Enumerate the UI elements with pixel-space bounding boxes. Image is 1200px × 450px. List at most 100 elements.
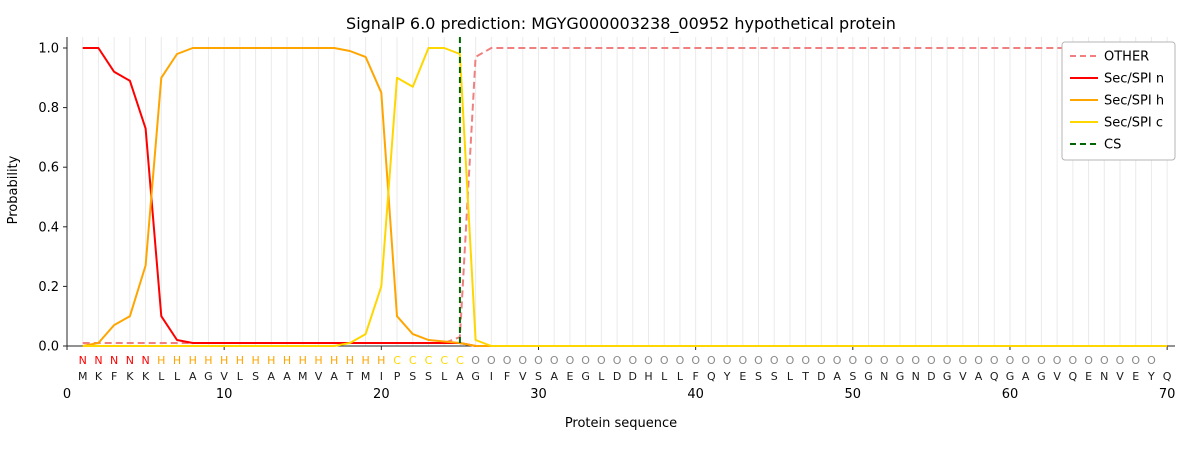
x-tick-label: 10: [216, 387, 233, 402]
residue-letter: S: [771, 370, 778, 383]
region-label: O: [801, 354, 810, 367]
region-label: O: [723, 354, 732, 367]
region-label: O: [770, 354, 779, 367]
legend-label: CS: [1104, 138, 1121, 153]
residue-letter: N: [880, 370, 888, 383]
x-tick-label: 30: [530, 387, 547, 402]
x-tick-label: 70: [1159, 387, 1176, 402]
residue-letter: Q: [707, 370, 716, 383]
region-label: O: [660, 354, 669, 367]
residue-letter: Y: [723, 370, 731, 383]
legend-label: Sec/SPI n: [1104, 72, 1164, 87]
region-label: H: [330, 354, 338, 367]
residue-letter: N: [1100, 370, 1108, 383]
region-label: O: [613, 354, 622, 367]
y-tick-label: 0.8: [38, 101, 59, 116]
residue-letter: L: [237, 370, 244, 383]
residue-letter: A: [330, 370, 338, 383]
residue-letter: Y: [1147, 370, 1155, 383]
region-label: O: [911, 354, 920, 367]
region-label: H: [204, 354, 212, 367]
region-label: O: [487, 354, 496, 367]
region-label: H: [189, 354, 197, 367]
region-label: H: [251, 354, 259, 367]
series-line-sec-spi-c: [82, 47, 1168, 347]
region-label: H: [346, 354, 354, 367]
residue-letter: A: [189, 370, 197, 383]
residue-letter: G: [1006, 370, 1015, 383]
region-label: O: [896, 354, 905, 367]
region-label: O: [550, 354, 559, 367]
x-axis-label: Protein sequence: [564, 416, 678, 431]
residue-letter: V: [220, 370, 228, 383]
residue-letter: G: [864, 370, 873, 383]
residue-letter: L: [677, 370, 684, 383]
residue-letter: A: [550, 370, 558, 383]
region-label: H: [267, 354, 275, 367]
region-label: O: [1147, 354, 1156, 367]
region-label: N: [110, 354, 118, 367]
residue-letter: K: [126, 370, 134, 383]
residue-letter: D: [817, 370, 825, 383]
region-label: O: [1100, 354, 1109, 367]
region-label: O: [597, 354, 606, 367]
region-label: O: [1069, 354, 1078, 367]
residue-letter: G: [1037, 370, 1046, 383]
region-label: O: [534, 354, 543, 367]
y-tick-label: 1.0: [38, 42, 59, 57]
residue-letter: D: [927, 370, 935, 383]
region-label: O: [676, 354, 685, 367]
region-label: O: [833, 354, 842, 367]
series-line-sec-spi-h: [82, 47, 1168, 347]
legend-label: Sec/SPI c: [1104, 116, 1163, 131]
region-label: C: [393, 354, 401, 367]
x-tick-label: 50: [845, 387, 862, 402]
region-label: O: [1116, 354, 1125, 367]
residue-letter: S: [409, 370, 416, 383]
residue-letter: P: [394, 370, 401, 383]
region-label: O: [943, 354, 952, 367]
region-label: O: [864, 354, 873, 367]
region-label: H: [361, 354, 369, 367]
region-label: N: [79, 354, 87, 367]
x-tick-label: 60: [1002, 387, 1019, 402]
region-label: O: [927, 354, 936, 367]
region-label: O: [1006, 354, 1015, 367]
legend-label: Sec/SPI h: [1104, 94, 1164, 109]
residue-letter: G: [204, 370, 213, 383]
residue-letter: M: [78, 370, 88, 383]
residue-letter: D: [613, 370, 621, 383]
region-label: O: [628, 354, 637, 367]
residue-letter: S: [252, 370, 259, 383]
residue-letter: K: [95, 370, 103, 383]
region-label: C: [425, 354, 433, 367]
residue-letter: Q: [1163, 370, 1172, 383]
region-label: O: [1053, 354, 1062, 367]
residue-letter: A: [456, 370, 464, 383]
series-line-sec-spi-n: [82, 47, 1168, 347]
y-tick-label: 0.6: [38, 161, 59, 176]
residue-letter: L: [598, 370, 605, 383]
x-tick-label: 40: [687, 387, 704, 402]
residue-letter: T: [346, 370, 354, 383]
residue-letter: A: [1022, 370, 1030, 383]
residue-letter: V: [315, 370, 323, 383]
region-label: O: [691, 354, 700, 367]
legend-box: [1061, 41, 1176, 161]
x-tick-label: 20: [373, 387, 390, 402]
region-label: O: [880, 354, 889, 367]
residue-letter: A: [283, 370, 291, 383]
residue-letter: A: [268, 370, 276, 383]
region-label: H: [299, 354, 307, 367]
residue-letter: L: [787, 370, 794, 383]
residue-letter: N: [912, 370, 920, 383]
region-label: O: [1131, 354, 1140, 367]
region-label: O: [518, 354, 527, 367]
residue-letter: A: [975, 370, 983, 383]
chart-title: SignalP 6.0 prediction: MGYG000003238_00…: [346, 14, 896, 33]
region-label: H: [236, 354, 244, 367]
residue-letter: G: [896, 370, 905, 383]
region-label: O: [1021, 354, 1030, 367]
residue-letter: F: [504, 370, 510, 383]
